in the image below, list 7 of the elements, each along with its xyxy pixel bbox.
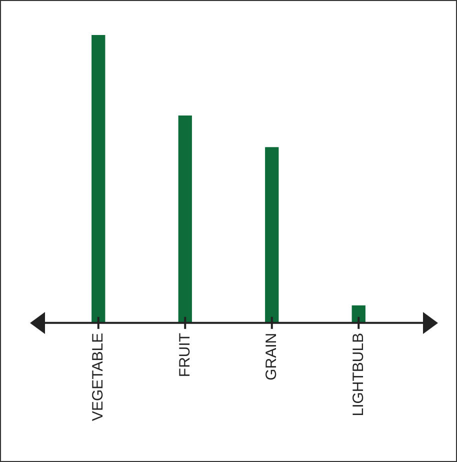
bar [178,116,192,323]
x-tick-label: LIGHTBULB [350,332,367,416]
x-tick-label: GRAIN [263,332,280,380]
x-tick-label: VEGETABLE [90,332,107,422]
bar [92,35,106,323]
x-tick-label: FRUIT [176,332,194,378]
bar [265,147,279,323]
